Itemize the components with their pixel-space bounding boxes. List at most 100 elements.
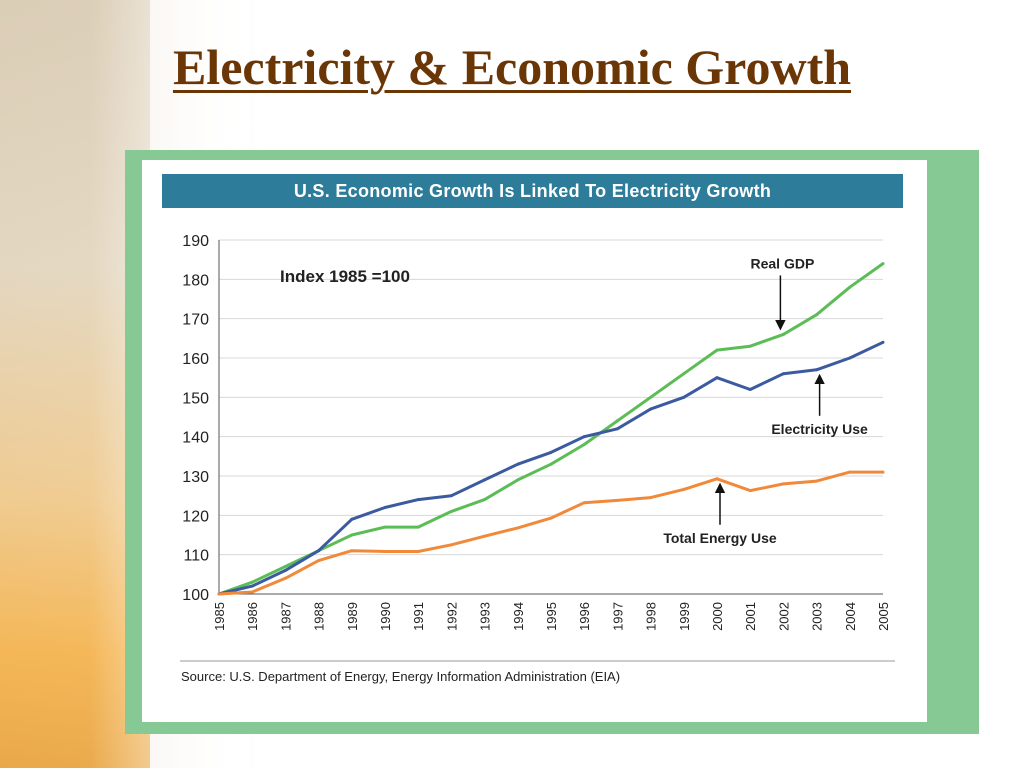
data-point	[549, 462, 553, 466]
data-point	[815, 313, 819, 317]
y-tick-label: 110	[183, 548, 209, 565]
data-point	[682, 372, 686, 376]
x-tick-label: 1999	[677, 602, 692, 631]
data-point	[848, 470, 852, 474]
data-point	[449, 509, 453, 513]
y-tick-label: 170	[182, 312, 209, 329]
data-point	[416, 525, 420, 529]
data-point	[582, 443, 586, 447]
series-line-total-energy-use	[218, 470, 883, 596]
x-tick-label: 1992	[444, 602, 459, 631]
data-point	[383, 505, 387, 509]
data-point	[615, 419, 619, 423]
y-tick-label: 150	[182, 390, 209, 407]
x-tick-label: 1991	[411, 602, 426, 631]
y-tick-label: 100	[182, 587, 209, 604]
data-point	[516, 478, 520, 482]
data-point	[350, 549, 354, 553]
data-point	[682, 395, 686, 399]
data-point	[615, 427, 619, 431]
data-point	[250, 584, 254, 588]
data-point	[350, 533, 354, 537]
data-point	[317, 549, 321, 553]
chart-panel	[142, 160, 927, 722]
data-point	[881, 470, 885, 474]
y-tick-label: 160	[182, 351, 209, 368]
data-point	[649, 496, 653, 500]
x-tick-label: 2005	[876, 602, 891, 631]
x-tick-label: 1994	[511, 602, 526, 631]
data-point	[250, 590, 254, 594]
slide-title: Electricity & Economic Growth	[172, 39, 852, 95]
data-point	[516, 526, 520, 530]
data-point	[781, 332, 785, 336]
data-point	[383, 550, 387, 554]
x-tick-label: 1987	[278, 602, 293, 631]
data-point	[682, 487, 686, 491]
data-point	[715, 348, 719, 352]
data-point	[283, 576, 287, 580]
data-point	[748, 387, 752, 391]
data-point	[283, 568, 287, 572]
data-point	[715, 376, 719, 380]
x-tick-label: 1996	[577, 602, 592, 631]
x-tick-label: 1993	[478, 602, 493, 631]
annotation-label: Real GDP	[750, 255, 814, 271]
data-point	[516, 462, 520, 466]
annotation-label: Electricity Use	[771, 421, 868, 437]
x-tick-label: 1998	[644, 602, 659, 631]
data-point	[881, 340, 885, 344]
data-point	[649, 395, 653, 399]
data-point	[848, 285, 852, 289]
y-tick-label: 190	[182, 233, 209, 250]
annotation-label: Total Energy Use	[663, 530, 777, 546]
chart-title: U.S. Economic Growth Is Linked To Electr…	[162, 174, 903, 208]
data-point	[549, 450, 553, 454]
x-tick-label: 1989	[345, 602, 360, 631]
data-point	[483, 534, 487, 538]
x-tick-label: 2002	[776, 602, 791, 631]
data-point	[549, 516, 553, 520]
x-tick-label: 2003	[810, 602, 825, 631]
data-point	[483, 478, 487, 482]
x-tick-label: 2000	[710, 602, 725, 631]
data-point	[416, 498, 420, 502]
x-tick-label: 1995	[544, 602, 559, 631]
data-point	[582, 435, 586, 439]
source-note: Source: U.S. Department of Energy, Energ…	[181, 669, 620, 684]
data-point	[649, 407, 653, 411]
data-point	[350, 517, 354, 521]
data-point	[449, 543, 453, 547]
y-tick-label: 140	[182, 430, 209, 447]
data-point	[283, 564, 287, 568]
x-tick-label: 2001	[743, 602, 758, 631]
data-point	[250, 580, 254, 584]
data-point	[615, 498, 619, 502]
data-point	[815, 368, 819, 372]
x-tick-label: 1988	[312, 602, 327, 631]
data-point	[416, 550, 420, 554]
data-point	[781, 482, 785, 486]
data-point	[317, 559, 321, 563]
x-tick-label: 1985	[212, 602, 227, 631]
data-point	[449, 494, 453, 498]
data-point	[582, 501, 586, 505]
y-tick-label: 130	[182, 469, 209, 486]
index-note: Index 1985 =100	[280, 267, 410, 286]
data-point	[217, 592, 221, 596]
data-point	[748, 489, 752, 493]
data-point	[848, 356, 852, 360]
y-tick-label: 180	[182, 272, 209, 289]
x-tick-label: 1997	[610, 602, 625, 631]
x-tick-label: 2004	[843, 602, 858, 631]
x-tick-label: 1986	[245, 602, 260, 631]
data-point	[881, 262, 885, 266]
series-line-electricity-use	[218, 340, 884, 596]
data-point	[715, 477, 719, 481]
x-tick-label: 1990	[378, 602, 393, 631]
data-point	[748, 344, 752, 348]
data-point	[781, 372, 785, 376]
data-point	[383, 525, 387, 529]
y-tick-label: 120	[182, 508, 209, 525]
